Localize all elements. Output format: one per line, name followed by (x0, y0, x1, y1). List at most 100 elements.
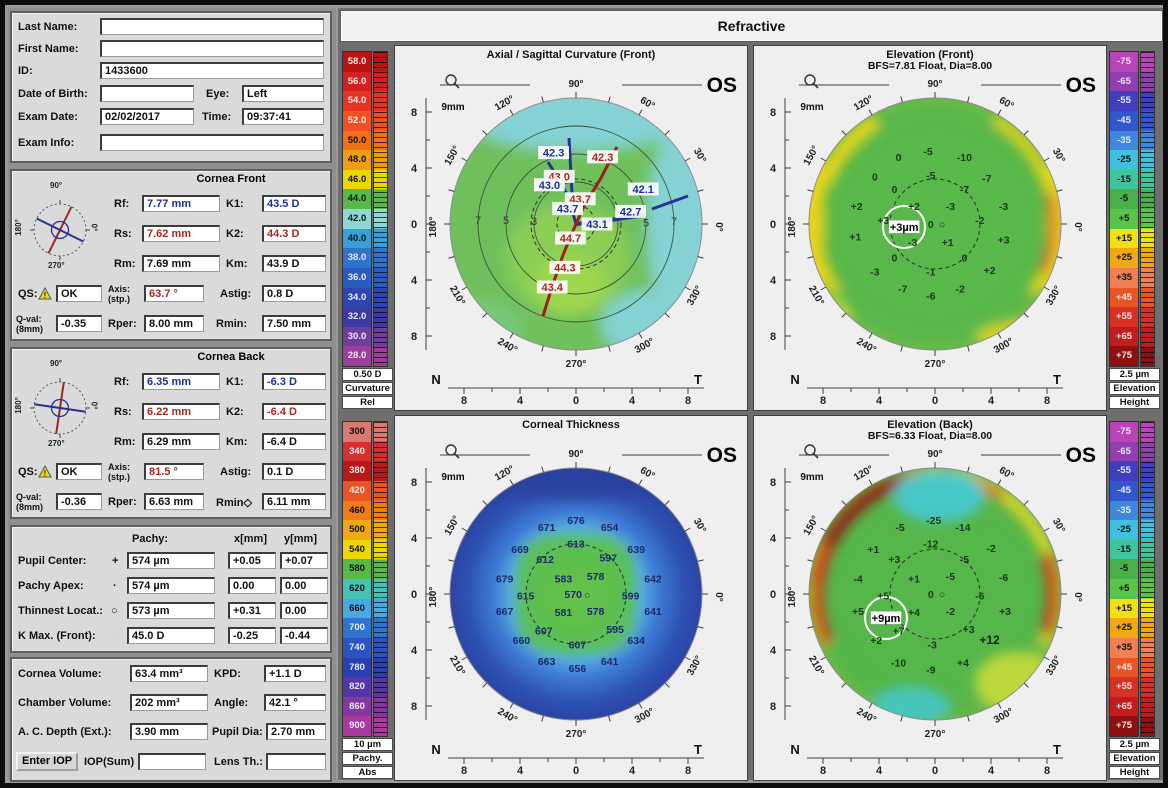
k1-value: 43.5 D (262, 195, 326, 212)
map-annotation: -5 (926, 170, 935, 182)
map-annotation: 613 (567, 539, 585, 551)
scale-band: +75 (1110, 346, 1138, 366)
annotation-box (552, 202, 583, 216)
pachy-color-scale: 300 340 380 420 460 500 540 580 620 660 700 740 780 8… (340, 415, 394, 781)
map-annotation: -7 (960, 184, 969, 196)
pachymetry-panel: Pachy: x[mm] y[mm] Pupil Center: + 574 µ… (10, 525, 332, 653)
angle-tick-label: 270° (925, 729, 946, 740)
maps-area: Refractive 58.0 56.0 54.0 52.0 50.0 48.0 46.0 4… (338, 8, 1163, 781)
x-axis-tick-label: 4 (629, 765, 636, 777)
map-annotation: +2 (870, 635, 882, 647)
scale-band: -45 (1110, 480, 1138, 501)
dob-label: Date of Birth: (18, 88, 88, 100)
id-field[interactable]: 1433600 (100, 62, 324, 79)
rm-value: 7.69 mm (142, 255, 220, 272)
zoom-diameter: 9mm (800, 102, 824, 113)
scale-step: 10 µm (342, 738, 393, 751)
axis-label-2: (stp.) (108, 294, 130, 304)
scale-band: 540 (343, 539, 371, 560)
rper-value: 6.63 mm (144, 493, 204, 510)
map-annotation: -5 (946, 571, 955, 583)
scale-band: -45 (1110, 110, 1138, 131)
dob-field[interactable] (100, 85, 194, 102)
scale-band: 660 (343, 598, 371, 619)
scale-comb (373, 51, 388, 367)
pupil-center-pachy: 574 µm (127, 552, 215, 569)
map-annotation: ○ (939, 589, 945, 601)
rm-value: 6.29 mm (142, 433, 220, 450)
scale-step: 2.5 µm (1109, 738, 1160, 751)
last-name-field[interactable] (100, 18, 324, 35)
ac-depth-label: A. C. Depth (Ext.): (18, 726, 112, 738)
map-annotation: -3 (928, 639, 937, 651)
exam-info-field[interactable] (100, 134, 324, 151)
y-axis-tick-label: 8 (770, 701, 776, 713)
svg-text:!: ! (44, 469, 47, 478)
first-name-field[interactable] (100, 40, 324, 57)
k1-label: K1: (226, 376, 244, 388)
dot-marker-icon: · (113, 580, 117, 592)
elevation-back-map-panel: Elevation (Back) BFS=6.33 Float, Dia=8.0… (753, 415, 1107, 781)
compass-0-label: 0° (89, 401, 99, 410)
map-annotation: 5 (503, 215, 509, 227)
annotation-box (627, 182, 659, 196)
eye-side-label: OS (706, 74, 737, 97)
map-annotation: 570 (564, 589, 582, 601)
thinnest-locat-label: Thinnest Locat.: (18, 605, 103, 617)
map-annotation: -10 (891, 658, 906, 670)
map-annotation: +12 (979, 633, 1000, 647)
angle-tick-label: 300° (633, 706, 656, 726)
scale-band: 300 (343, 422, 371, 442)
nasal-label: N (431, 742, 440, 757)
iop-sum-field[interactable] (138, 753, 206, 770)
scale-band: 58.0 (343, 52, 371, 72)
scale-band: 40.0 (343, 228, 371, 249)
axial-curvature-map: 90° 120° 60° 150° 30° 180° 0° 210° 330° 240° 300° 2… (411, 79, 724, 407)
axis-label-1: Axis: (108, 284, 131, 294)
scale-band: 780 (343, 657, 371, 678)
rf-label: Rf: (114, 376, 130, 388)
k2-value: -6.4 D (262, 403, 326, 420)
angle-tick-label: 270° (566, 729, 587, 740)
quad-elevation-front: Elevation (Front) BFS=7.81 Float, Dia=8.… (753, 45, 1161, 411)
x-axis-tick-label: 4 (517, 395, 524, 407)
scale-step: 2.5 µm (1109, 368, 1160, 381)
map-annotation: 44.7 (560, 233, 581, 245)
rper-label: Rper: (108, 496, 137, 508)
angle-tick-label: 60° (638, 465, 657, 482)
axis-compass-back (30, 378, 90, 438)
lens-th-field[interactable] (266, 753, 326, 770)
scale-band: 56.0 (343, 71, 371, 92)
scale-band: +55 (1110, 307, 1138, 327)
map-annotation: +2 (908, 201, 920, 213)
map-annotation: -3 (946, 201, 955, 213)
cornea-back-panel: Cornea Back 90° 270° 180° 0° Rf: 6.35 mm… (10, 347, 332, 519)
scale-band: 50.0 (343, 130, 371, 151)
map-annotation: -7 (982, 173, 991, 185)
temporal-label: T (1053, 372, 1061, 387)
rper-label: Rper: (108, 318, 137, 330)
y-axis-tick-label: 0 (770, 219, 776, 231)
scale-mode: Abs (342, 766, 393, 779)
map-annotation: -6 (975, 590, 984, 602)
x-axis-tick-label: 4 (876, 395, 883, 407)
pachy-apex-label: Pachy Apex: (18, 580, 84, 592)
map-annotation: 0 (891, 253, 897, 265)
enter-iop-button[interactable]: Enter IOP (16, 752, 79, 771)
map-annotation: +1 (867, 544, 879, 556)
map-annotation: -2 (956, 283, 965, 295)
annotation-box (534, 178, 565, 192)
map-annotation: -5 (923, 146, 932, 158)
exam-date-label: Exam Date: (18, 111, 78, 123)
x-axis-tick-label: 4 (988, 765, 995, 777)
pachy-col-header: Pachy: (132, 533, 169, 545)
angle-tick-label: 150° (802, 514, 822, 537)
reference-point-circle (864, 596, 908, 640)
scale-band: 46.0 (343, 169, 371, 190)
flat-axis-line (36, 217, 84, 243)
exam-info-label: Exam Info: (18, 137, 75, 149)
eye-field: Left (242, 85, 324, 102)
rmin-value: 7.50 mm (262, 315, 326, 332)
map-annotation: -10 (957, 152, 972, 164)
map-annotation: +5 (852, 606, 864, 618)
